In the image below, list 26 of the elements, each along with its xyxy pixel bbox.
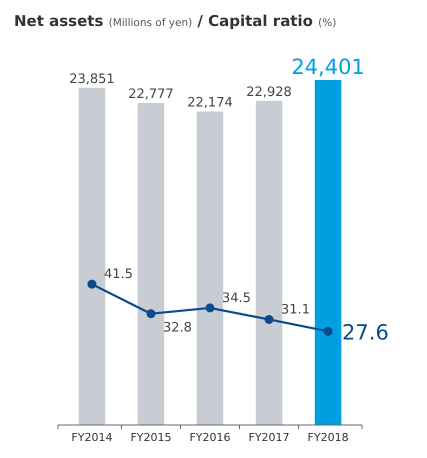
data-label: 31.1 xyxy=(281,302,310,318)
point xyxy=(87,280,96,289)
data-label: 23,851 xyxy=(69,72,115,87)
x-tick-label: FY2018 xyxy=(308,431,349,444)
data-label: 34.5 xyxy=(222,290,251,306)
point xyxy=(324,326,333,336)
point xyxy=(206,303,214,312)
bar xyxy=(138,102,164,425)
x-tick-label: FY2016 xyxy=(189,431,231,444)
point xyxy=(146,309,156,318)
data-label: 24,401 xyxy=(291,55,365,79)
data-label: 27.6 xyxy=(342,320,389,344)
bar xyxy=(78,88,106,425)
bar xyxy=(196,111,224,425)
data-label: 41.5 xyxy=(104,267,133,282)
x-tick-label: FY2014 xyxy=(71,431,112,444)
bar xyxy=(256,100,282,425)
chart-title: Net assets (Millions of yen) / Capital ratio (%) xyxy=(14,12,336,30)
data-label: 32.8 xyxy=(162,320,192,336)
x-tick-label: FY2017 xyxy=(248,431,290,444)
point xyxy=(264,314,274,324)
data-label: 22,174 xyxy=(187,95,233,110)
x-tick-label: FY2015 xyxy=(130,431,172,444)
data-label: 22,928 xyxy=(246,84,292,100)
data-label: 22,777 xyxy=(128,86,174,102)
bar xyxy=(314,80,342,425)
